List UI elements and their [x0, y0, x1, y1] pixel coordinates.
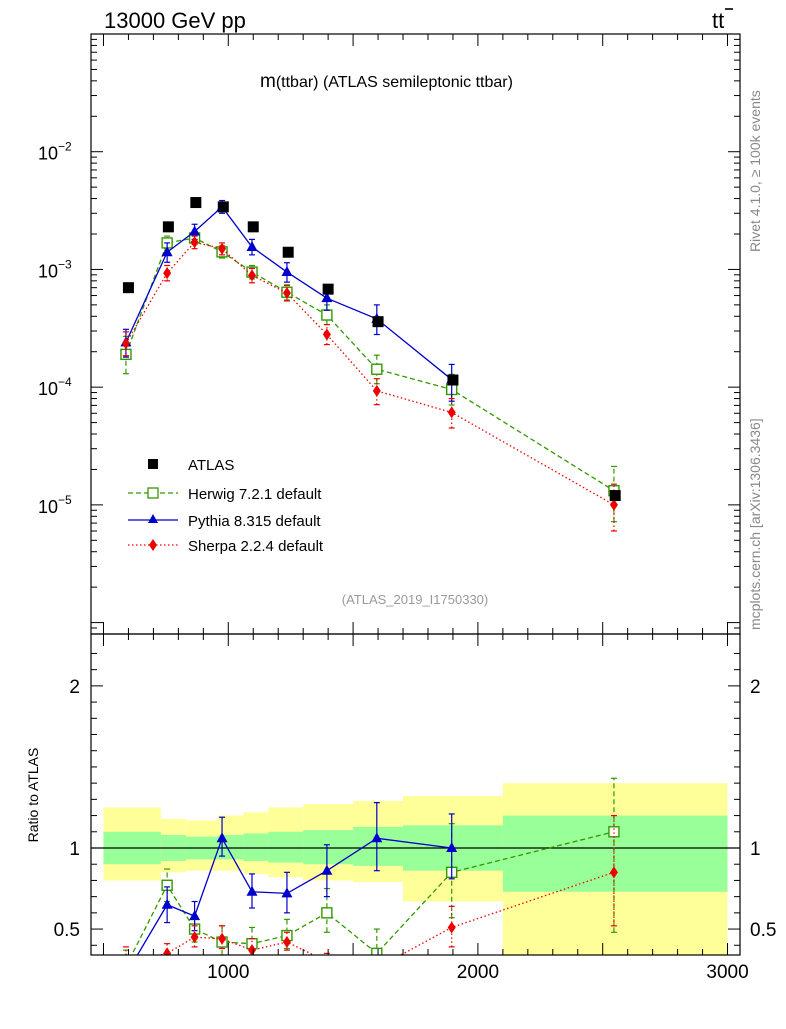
plot-title: m(ttbar) (ATLAS semileptonic ttbar) [260, 71, 513, 92]
main-pythia-point [189, 225, 201, 236]
ratio-sherpa-point [447, 921, 456, 934]
ratio-sherpa-point [373, 962, 381, 974]
ratio-pythia-point [120, 968, 131, 978]
main-sherpa-point [218, 242, 227, 255]
legend-sherpa-marker [149, 539, 157, 551]
main-pythia-point [281, 266, 293, 277]
legend-herwig-label: Herwig 7.2.1 default [188, 486, 322, 503]
ratio-pythia-point [246, 885, 258, 896]
process-label: 13000 GeV pp [104, 8, 246, 33]
main-ticks: 10−2 10−3 10−4 10−5 [38, 33, 740, 635]
particle-label: tt [712, 8, 724, 33]
ratio-ticks: 0.5 0.5 1 1 2 2 1000 2000 3000 [54, 634, 776, 983]
ratio-pythia-point [446, 842, 458, 852]
ratio-pythia-point [371, 832, 383, 843]
main-herwig-point [321, 309, 333, 321]
ratio-sherpa-point [282, 936, 291, 949]
legend-pythia-label: Pythia 8.315 default [188, 513, 321, 530]
legend-sherpa-label: Sherpa 2.2.4 default [188, 538, 324, 555]
main-atlas-point [282, 246, 294, 258]
ratio-sherpa-point [323, 955, 331, 967]
ratio-frame [90, 633, 741, 956]
ratio-y-tick-label-left: 2 [69, 677, 80, 698]
ratio-pythia-point [161, 898, 173, 909]
ratio-marks [120, 777, 620, 978]
main-sherpa-point [121, 337, 130, 350]
ratio-herwig-point [371, 947, 383, 955]
main-pythia-point [246, 241, 258, 252]
main-y-tick-label: 10−5 [38, 493, 72, 517]
legend-herwig-marker [147, 487, 159, 499]
main-atlas-point [190, 197, 202, 209]
main-herwig-point [371, 363, 383, 375]
main-atlas-point [122, 282, 134, 294]
ratio-bands [91, 783, 740, 955]
legend-pythia-marker [148, 514, 158, 523]
main-y-tick-label: 10−2 [38, 140, 72, 164]
ratio-y-tick-label-left: 0.5 [54, 920, 80, 941]
legend: ATLAS Herwig 7.2.1 default Pythia 8.315 … [128, 457, 324, 555]
ratio-sherpa-point [248, 944, 257, 955]
ratio-y-tick-label-left: 1 [69, 839, 80, 860]
main-y-tick-label: 10−4 [38, 375, 72, 399]
main-atlas-point [322, 283, 334, 295]
main-sherpa-point [372, 384, 381, 397]
particle-bar: t [718, 8, 724, 33]
ratio-green-band [353, 826, 404, 866]
ratio-pythia-point [216, 832, 228, 843]
main-y-tick-label: 10−3 [38, 257, 72, 281]
main-atlas-point [609, 490, 621, 502]
analysis-id: (ATLAS_2019_I1750330) [342, 592, 488, 607]
main-herwig-line [125, 237, 615, 492]
ratio-green-band [243, 833, 269, 861]
ratio-herwig-point [608, 826, 620, 838]
main-atlas-point [217, 201, 229, 213]
ratio-pythia-point [281, 887, 293, 898]
ratio-sherpa-point [218, 932, 227, 945]
main-pythia-point [161, 246, 173, 257]
main-sherpa-point [609, 498, 618, 511]
ratio-sherpa-point [190, 931, 199, 944]
ratio-y-tick-label-right: 0.5 [750, 920, 776, 941]
main-panel: 10−2 10−3 10−4 10−5 m(ttbar) (ATLAS semilep… [38, 33, 741, 635]
main-atlas-point [247, 221, 259, 233]
ratio-herwig-point [321, 907, 333, 919]
ratio-pythia-point [189, 910, 201, 921]
ratio-y-tick-label-right: 1 [750, 839, 761, 860]
ratio-green-band [268, 831, 304, 863]
main-sherpa-point [248, 269, 257, 282]
mcplots-label: mcplots.cern.ch [arXiv:1306.3436] [747, 418, 763, 630]
ratio-x-tick-label: 3000 [706, 962, 748, 983]
ratio-y-tick-label-right: 2 [750, 677, 761, 698]
main-atlas-point [162, 221, 174, 233]
ratio-sherpa-point [163, 947, 172, 955]
main-sherpa-point [322, 328, 331, 341]
rivet-label: Rivet 4.1.0, ≥ 100k events [747, 90, 763, 252]
ratio-sherpa-point [609, 866, 618, 879]
main-sherpa-point [190, 236, 199, 249]
legend-atlas-label: ATLAS [188, 457, 234, 474]
main-sherpa-point [282, 287, 291, 300]
main-atlas-point [372, 316, 384, 328]
ratio-ylabel: Ratio to ATLAS [25, 748, 41, 843]
main-sherpa-point [163, 267, 172, 280]
ratio-panel: 0.5 0.5 1 1 2 2 1000 2000 3000 Ratio to ATLAS [25, 633, 776, 983]
main-sherpa-point [447, 406, 456, 419]
ratio-herwig-point [121, 961, 131, 971]
main-atlas-point [447, 374, 459, 386]
main-marks [120, 197, 621, 532]
main-pythia-point [321, 292, 333, 303]
ratio-x-tick-label: 2000 [457, 962, 499, 983]
ratio-pythia-point [321, 864, 333, 875]
ratio-herwig-line [130, 831, 615, 955]
legend-atlas-marker [148, 459, 158, 469]
ratio-sherpa-point [122, 957, 130, 969]
ratio-x-tick-label: 1000 [207, 962, 249, 983]
